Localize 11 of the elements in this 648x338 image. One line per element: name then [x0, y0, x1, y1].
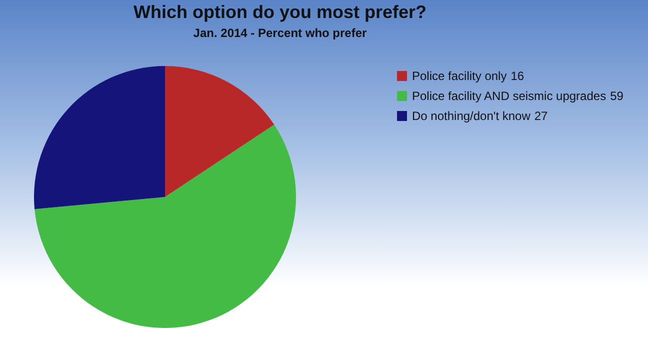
legend-label: Police facility AND seismic upgrades — [412, 88, 606, 105]
legend-label: Do nothing/don't know — [412, 108, 530, 125]
pie-slice — [34, 124, 296, 328]
pie-slice — [165, 66, 274, 197]
pie-slice — [34, 66, 165, 210]
data-label: 16 — [510, 68, 524, 85]
data-label: 27 — [534, 108, 548, 125]
chart-subtitle: Jan. 2014 - Percent who prefer — [192, 26, 368, 40]
chart-title: Which option do you most prefer? — [132, 2, 428, 23]
data-label: 59 — [610, 88, 624, 105]
legend-label: Police facility only — [412, 68, 507, 85]
